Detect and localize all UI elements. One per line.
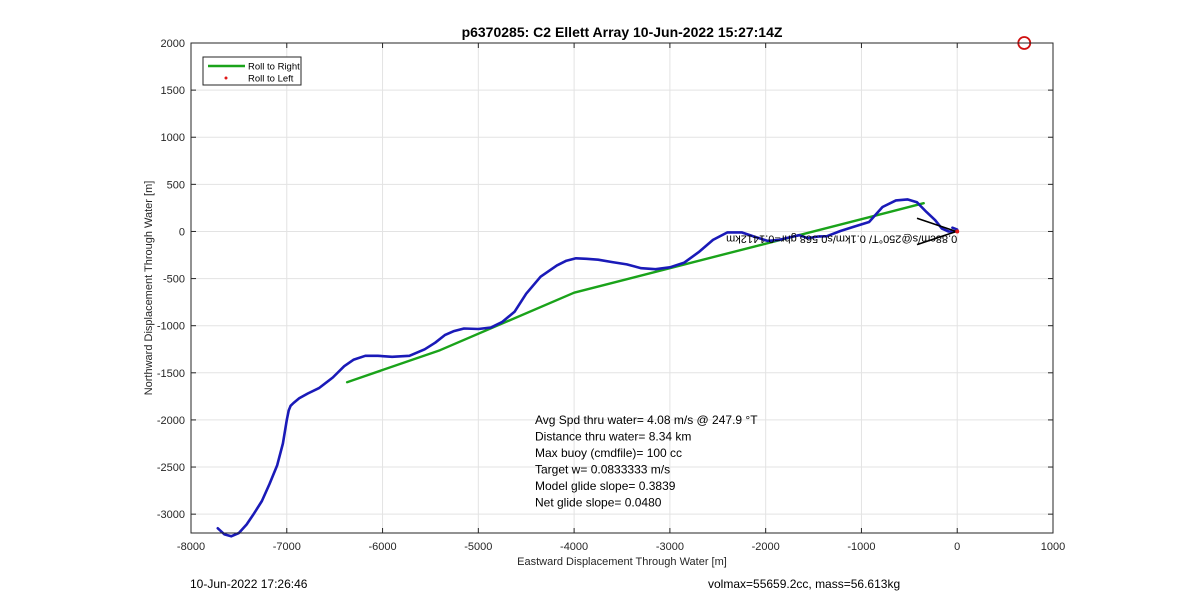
roll-right-line (345, 201, 925, 384)
legend-box (202, 56, 302, 86)
x-tick-label: -6000 (368, 541, 396, 553)
y-tick-label: 1500 (161, 85, 185, 97)
current-arrow-upper (916, 217, 957, 233)
stats-line: Avg Spd thru water= 4.08 m/s @ 247.9 °T (535, 413, 758, 427)
series-layer (216, 198, 959, 538)
roll-left-marker (955, 229, 960, 234)
y-tick-label: -2500 (157, 462, 185, 474)
mirrored-velocity-label: 0.88cm/s@250°T/ 0.1km/s0.568 ghr=0.1412k… (726, 232, 957, 244)
x-tick-label: -5000 (464, 541, 492, 553)
current-arrow-lower (916, 230, 957, 246)
x-tick-label: 0 (954, 541, 960, 553)
x-axis-label: Eastward Displacement Through Water [m] (517, 556, 727, 568)
y-axis-label: Northward Displacement Through Water [m] (143, 181, 155, 396)
y-tick-label: 0 (179, 226, 185, 238)
stats-line: Net glide slope= 0.0480 (535, 496, 662, 510)
legend-swatch-dot (224, 76, 228, 80)
footer-timestamp: 10-Jun-2022 17:26:46 (190, 577, 308, 591)
stats-line: Distance thru water= 8.34 km (535, 430, 691, 444)
y-tick-label: -500 (163, 274, 185, 286)
y-tick-label: -2000 (157, 415, 185, 427)
chart-title: p6370285: C2 Ellett Array 10-Jun-2022 15… (462, 24, 783, 40)
stats-line: Target w= 0.0833333 m/s (535, 463, 670, 477)
legend-label: Roll to Left (248, 74, 294, 85)
legend-label: Roll to Right (248, 62, 300, 73)
x-tick-label: -2000 (752, 541, 780, 553)
y-tick-label: -1500 (157, 368, 185, 380)
x-tick-label: -3000 (656, 541, 684, 553)
y-tick-label: 1000 (161, 132, 185, 144)
stats-line: Model glide slope= 0.3839 (535, 479, 676, 493)
y-tick-label: 500 (167, 179, 185, 191)
stats-annotation: Avg Spd thru water= 4.08 m/s @ 247.9 °T D… (535, 413, 758, 510)
tick-labels: -8000 -7000 -6000 -5000 -4000 -3000 -2000 -1000… (157, 38, 1065, 553)
y-tick-label: -1000 (157, 321, 185, 333)
y-tick-label: -3000 (157, 509, 185, 521)
x-tick-label: -8000 (177, 541, 205, 553)
x-tick-label: -4000 (560, 541, 588, 553)
footer-volmax-mass: volmax=55659.2cc, mass=56.613kg (708, 577, 901, 591)
track-line (216, 198, 959, 538)
y-tick-label: 2000 (161, 38, 185, 50)
x-tick-label: -1000 (847, 541, 875, 553)
plot-area (191, 43, 1053, 533)
axes-box (190, 42, 1054, 534)
x-tick-label: 1000 (1041, 541, 1065, 553)
stats-line: Max buoy (cmdfile)= 100 cc (535, 446, 682, 460)
x-tick-label: -7000 (273, 541, 301, 553)
